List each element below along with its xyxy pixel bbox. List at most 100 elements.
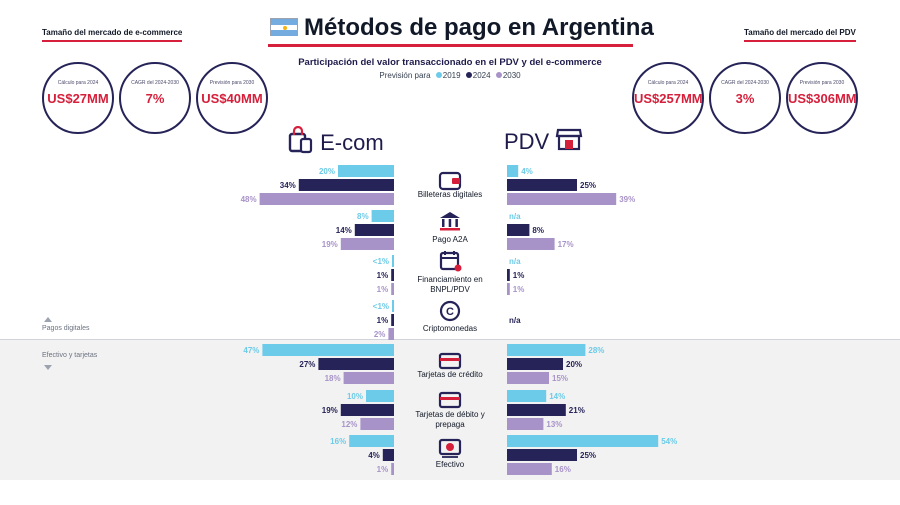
data-label-pdv-2019: n/a — [509, 212, 521, 221]
bar-ecom-2024 — [391, 314, 394, 326]
stat-value: US$257MM — [634, 91, 703, 106]
bar-pdv-2030 — [507, 283, 510, 295]
data-label-ecom-2030: 18% — [325, 374, 341, 383]
bar-ecom-2019 — [366, 390, 394, 402]
stat-value: US$40MM — [201, 91, 263, 106]
title-block: Métodos de pago en Argentina — [268, 14, 654, 48]
data-label-ecom-2019: 20% — [319, 167, 335, 176]
data-label-ecom-2030: 1% — [377, 465, 389, 474]
data-label-ecom-2024: 14% — [336, 226, 352, 235]
bar-pdv-2024 — [507, 449, 577, 461]
bar-pdv-2019 — [507, 390, 547, 402]
category-label-crypto: Criptomonedas — [422, 324, 478, 333]
data-label-ecom-2019: 10% — [347, 392, 363, 401]
category-label-a2a: Pago A2A — [432, 235, 468, 244]
data-label-ecom-2024: 34% — [280, 181, 296, 190]
arrow-down-icon — [44, 365, 52, 370]
bar-pdv-2024 — [507, 269, 510, 281]
legend-swatch-2024 — [465, 72, 472, 79]
data-label-pdv-2019: n/a — [509, 257, 521, 266]
category-label-credit: Tarjetas de crédito — [417, 370, 483, 379]
stat-circle-ecom-2030: Previsión para 2030 US$40MM — [196, 62, 268, 134]
data-label-ecom-2030: 1% — [377, 285, 389, 294]
bank-icon — [440, 212, 460, 231]
data-label-pdv-2024: 1% — [513, 271, 525, 280]
data-label-pdv-2030: 1% — [513, 285, 525, 294]
data-label-pdv-2024: 25% — [580, 181, 596, 190]
bar-ecom-2019 — [338, 165, 394, 177]
bar-ecom-2030 — [388, 328, 394, 340]
bar-pdv-2030 — [507, 372, 549, 384]
data-label-ecom-2024: 1% — [377, 271, 389, 280]
data-label-ecom-2019: 16% — [330, 437, 346, 446]
bar-pdv-2024 — [507, 224, 530, 236]
crypto-coin-icon: C — [439, 300, 461, 322]
stat-label: Cálculo para 2024 — [647, 80, 689, 86]
calendar-icon — [439, 251, 462, 272]
data-label-pdv-2019: 54% — [661, 437, 677, 446]
legend-swatch-2030 — [495, 72, 502, 79]
bar-ecom-2030 — [391, 463, 394, 475]
category-label-wallets: Billeteras digitales — [417, 190, 483, 199]
stat-label: CAGR del 2024-2030 — [131, 80, 179, 86]
bar-ecom-2030 — [391, 283, 394, 295]
bar-ecom-2019 — [392, 300, 394, 312]
legend-label-2019: 2019 — [442, 71, 461, 80]
bar-ecom-2019 — [262, 344, 394, 356]
bar-ecom-2030 — [340, 238, 394, 250]
legend-label-2024: 2024 — [472, 71, 491, 80]
data-label-ecom-2024: 27% — [299, 360, 315, 369]
bar-ecom-2030 — [360, 418, 394, 430]
data-label-pdv-2019: 28% — [588, 346, 604, 355]
stat-value: 7% — [145, 91, 165, 106]
cash-cards-note: Efectivo y tarjetas — [42, 352, 98, 359]
bar-pdv-2024 — [507, 358, 563, 370]
chart-subtitle: Participación del valor transaccionado e… — [298, 57, 602, 68]
legend-prefix: Previsión para — [379, 71, 431, 80]
bar-ecom-2024 — [298, 179, 394, 191]
stat-value: US$306MM — [788, 91, 857, 106]
bar-ecom-2024 — [391, 269, 394, 281]
data-label-ecom-2024: 19% — [322, 406, 338, 415]
data-label-ecom-2030: 19% — [322, 240, 338, 249]
data-label-pdv-2030: 39% — [619, 195, 635, 204]
data-label-pdv-2024: 20% — [566, 360, 582, 369]
data-label-ecom-2030: 12% — [341, 420, 357, 429]
bar-ecom-2030 — [343, 372, 394, 384]
data-label-pdv-2024: 25% — [580, 451, 596, 460]
category-label-bnpl: Financiamiento en BNPL/PDV — [417, 275, 483, 294]
pdv-header-label: PDV — [504, 129, 550, 154]
stat-circle-pdv-2024: Cálculo para 2024 US$257MM — [632, 62, 704, 134]
bar-ecom-2024 — [318, 358, 394, 370]
data-label-ecom-2019: 8% — [357, 212, 369, 221]
bar-pdv-2030 — [507, 238, 555, 250]
bar-pdv-2019 — [507, 435, 659, 447]
bar-pdv-2030 — [507, 463, 552, 475]
bar-ecom-2019 — [392, 255, 394, 267]
argentina-flag-icon — [270, 18, 298, 36]
data-label-pdv-2030: 16% — [555, 465, 571, 474]
wallet-icon — [438, 171, 462, 191]
stat-value: US$27MM — [47, 91, 109, 106]
bar-pdv-2019 — [507, 344, 586, 356]
ecom-market-size-title: Tamaño del mercado de e-commerce — [42, 28, 183, 42]
data-label-pdv-2030: 13% — [546, 420, 562, 429]
data-label-pdv-2019: 14% — [549, 392, 565, 401]
credit-card-icon — [438, 352, 462, 370]
bar-ecom-2019 — [349, 435, 394, 447]
stat-circle-pdv-2030: Previsión para 2030 US$306MM — [786, 62, 858, 134]
page-title: Métodos de pago en Argentina — [304, 14, 654, 41]
stat-label: Cálculo para 2024 — [57, 80, 99, 86]
debit-card-icon — [438, 391, 462, 409]
chart-legend: Previsión para 2019 2024 2030 — [350, 71, 550, 80]
category-label-cash: Efectivo — [435, 460, 465, 469]
bar-pdv-2030 — [507, 418, 544, 430]
cash-icon — [438, 438, 462, 458]
category-label-debit: Tarjetas de débito y prepaga — [415, 410, 485, 429]
data-label-ecom-2019: 47% — [243, 346, 259, 355]
stat-value: 3% — [735, 91, 755, 106]
svg-text:C: C — [446, 306, 454, 318]
bar-ecom-2024 — [340, 404, 394, 416]
bar-pdv-2024 — [507, 404, 566, 416]
